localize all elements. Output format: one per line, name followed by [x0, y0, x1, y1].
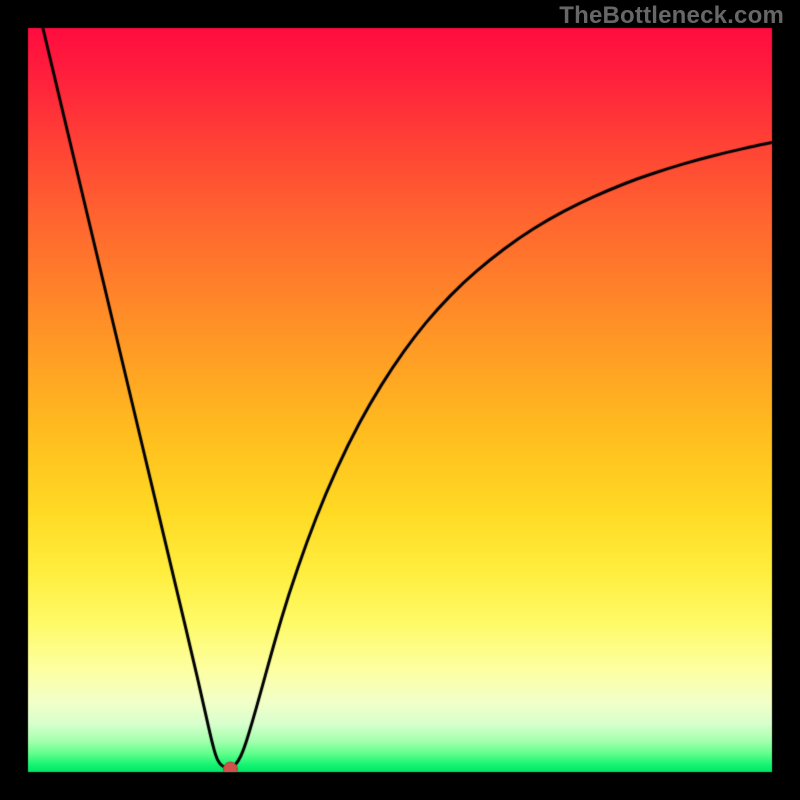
chart-stage: TheBottleneck.com [0, 0, 800, 800]
curve-canvas [0, 0, 800, 800]
